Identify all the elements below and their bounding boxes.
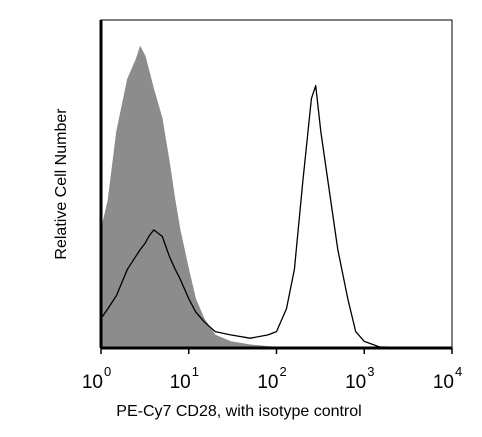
x-tick-label: 10 <box>82 372 103 393</box>
x-tick-exponent: 3 <box>367 364 374 379</box>
x-tick-exponent: 0 <box>104 364 111 379</box>
x-tick-label: 10 <box>433 372 454 393</box>
histogram-line <box>100 84 453 349</box>
x-tick-label: 10 <box>345 372 366 393</box>
y-axis-label: Relative Cell Number <box>53 108 70 260</box>
x-tick-label: 10 <box>170 372 191 393</box>
x-axis-label: PE-Cy7 CD28, with isotype control <box>116 403 361 420</box>
x-tick-exponent: 4 <box>455 364 462 379</box>
histogram-area <box>100 45 453 349</box>
x-tick-label: 10 <box>257 372 278 393</box>
x-tick-exponent: 1 <box>192 364 199 379</box>
x-tick-exponent: 2 <box>280 364 287 379</box>
